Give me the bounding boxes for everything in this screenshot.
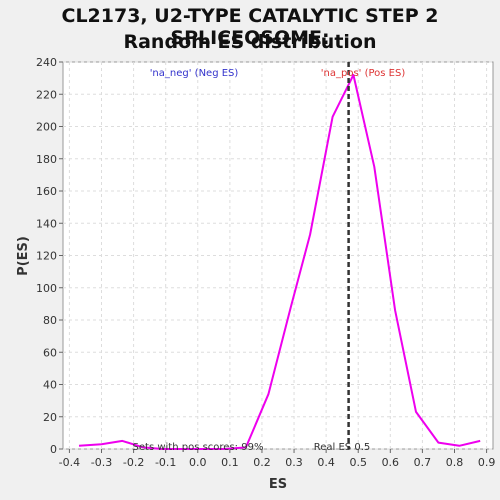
x-axis-label: ES — [269, 477, 287, 492]
sets-pos-scores-label: Sets with pos scores: 99% — [133, 442, 264, 453]
x-tick-label: 0.9 — [478, 456, 496, 469]
x-tick-label: -0.1 — [155, 456, 176, 469]
y-axis-label: P(ES) — [16, 236, 31, 276]
plot-area — [62, 61, 494, 450]
neg-es-label: 'na_neg' (Neg ES) — [150, 68, 239, 79]
real-es-label: Real ES 0.5 — [314, 442, 370, 453]
y-tick-label: 40 — [43, 379, 57, 392]
chart-title-line-2: Random ES distribution — [123, 31, 377, 53]
grid-lines — [63, 61, 493, 450]
pos-es-label: 'na_pos' (Pos ES) — [321, 68, 406, 79]
y-axis-ticks: 0 20 40 60 80 100 120 140 160 180 200 220 240 — [36, 56, 63, 456]
y-tick-label: 60 — [43, 346, 57, 359]
x-tick-label: -0.4 — [59, 456, 80, 469]
x-tick-label: 0.2 — [253, 456, 271, 469]
y-tick-label: 160 — [36, 185, 57, 198]
y-tick-label: 240 — [36, 56, 57, 69]
x-tick-label: 0.8 — [446, 456, 464, 469]
x-axis-ticks: -0.4 -0.3 -0.2 -0.1 0.0 0.1 0.2 0.3 0.4 0.5 0.6 0.7… — [59, 449, 496, 469]
y-tick-label: 20 — [43, 411, 57, 424]
x-tick-label: 0.1 — [221, 456, 239, 469]
x-tick-label: -0.2 — [123, 456, 144, 469]
y-tick-label: 0 — [50, 443, 57, 456]
y-tick-label: 100 — [36, 282, 57, 295]
y-tick-label: 180 — [36, 153, 57, 166]
series-group — [78, 73, 481, 450]
x-tick-label: 0.4 — [317, 456, 335, 469]
x-tick-label: 0.0 — [189, 456, 207, 469]
x-tick-label: 0.7 — [414, 456, 432, 469]
y-tick-label: 220 — [36, 88, 57, 101]
y-tick-label: 200 — [36, 121, 57, 134]
x-tick-label: -0.3 — [91, 456, 112, 469]
y-tick-label: 140 — [36, 217, 57, 230]
x-tick-label: 0.6 — [382, 456, 400, 469]
x-tick-label: 0.3 — [285, 456, 303, 469]
chart-title-line-1: CL2173, U2-TYPE CATALYTIC STEP 2 SPLICEO… — [61, 5, 439, 49]
x-tick-label: 0.5 — [349, 456, 367, 469]
y-tick-label: 80 — [43, 314, 57, 327]
y-tick-label: 120 — [36, 250, 57, 263]
es-distribution-line — [78, 73, 481, 450]
